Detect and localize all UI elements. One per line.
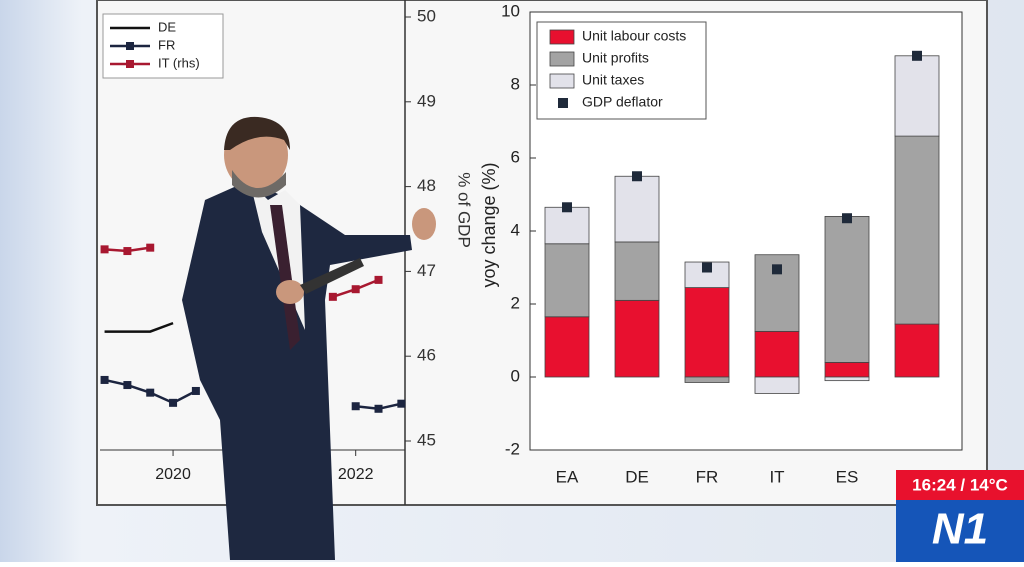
logo-box <box>896 500 1024 562</box>
y-tick-label: 6 <box>511 147 520 166</box>
legend-label: FR <box>158 37 175 52</box>
series-line <box>104 378 197 405</box>
x-tick-label: EA <box>556 467 579 486</box>
legend-marker <box>126 42 134 50</box>
deflator-marker <box>772 264 782 275</box>
legend-label: Unit profits <box>582 50 649 66</box>
x-tick-label: FR <box>696 467 719 486</box>
bar-segment <box>614 241 660 301</box>
y-tick-label: 0 <box>511 366 520 385</box>
y-tick-label: 48 <box>417 176 436 195</box>
logo: N1 <box>932 505 988 554</box>
bar-segment <box>614 299 660 378</box>
deflator-marker <box>632 171 642 182</box>
bar-segment <box>684 287 730 378</box>
bar-segment <box>544 316 590 378</box>
series-line <box>332 278 379 299</box>
clock: 16:24 / 14°C <box>912 475 1008 494</box>
legend-label: DE <box>158 19 176 34</box>
y2-axis-label: % of GDP <box>455 172 474 248</box>
bar-segment <box>614 175 660 243</box>
y-tick-label: -2 <box>505 439 520 458</box>
legend-marker <box>126 60 134 68</box>
legend-label: Unit taxes <box>582 72 644 88</box>
x-tick-label: ES <box>836 467 859 486</box>
bar-segment <box>544 243 590 318</box>
legend-swatch <box>549 73 575 89</box>
presenter <box>182 116 436 560</box>
y-tick-label: 8 <box>511 74 520 93</box>
left-chart: 45 46 47 48 49 50 % of GDP 2020 2022 DE FR IT (rhs) <box>100 6 474 483</box>
legend-label: GDP deflator <box>582 94 663 110</box>
deflator-marker <box>702 262 712 273</box>
bar-segment <box>754 376 800 394</box>
x-tick-label: IT <box>769 467 784 486</box>
x-tick-label: 2020 <box>155 466 191 483</box>
series-line <box>355 402 402 411</box>
y-axis-label: yoy change (%) <box>479 162 499 287</box>
bar-segment <box>824 215 870 363</box>
series-line <box>104 321 174 333</box>
series-line <box>104 246 151 253</box>
legend-swatch <box>549 51 575 67</box>
clock-box <box>896 470 1024 500</box>
legend-marker <box>558 98 568 108</box>
y-tick-label: 47 <box>417 261 436 280</box>
bar-segment <box>544 206 590 245</box>
bar-segment <box>894 323 940 378</box>
y-tick-label: 46 <box>417 346 436 365</box>
x-tick-label: DE <box>625 467 649 486</box>
y-tick-label: 4 <box>511 220 520 239</box>
deflator-marker <box>842 213 852 224</box>
x-tick-label: 2022 <box>338 466 374 483</box>
y-tick-label: 45 <box>417 430 436 449</box>
y-tick-label: 49 <box>417 91 436 110</box>
main-chart: -2 0 2 4 6 8 10 yoy change (%) EA DE FR IT ES Unit la… <box>479 1 940 486</box>
bar-segment <box>754 330 800 378</box>
y-tick-label: 50 <box>417 6 436 25</box>
overlay: 16:24 / 14°C N1 <box>896 470 1024 562</box>
deflator-marker <box>912 50 922 61</box>
legend-swatch <box>549 29 575 45</box>
bar-segment <box>894 135 940 325</box>
bar-segment <box>684 376 730 383</box>
legend-label: Unit labour costs <box>582 28 686 44</box>
legend-label: IT (rhs) <box>158 55 200 70</box>
deflator-marker <box>562 202 572 213</box>
bar-segment <box>894 55 940 137</box>
bar-segment <box>824 376 870 382</box>
y-tick-label: 10 <box>501 1 520 20</box>
bar-segment <box>824 361 870 378</box>
y-tick-label: 2 <box>511 293 520 312</box>
